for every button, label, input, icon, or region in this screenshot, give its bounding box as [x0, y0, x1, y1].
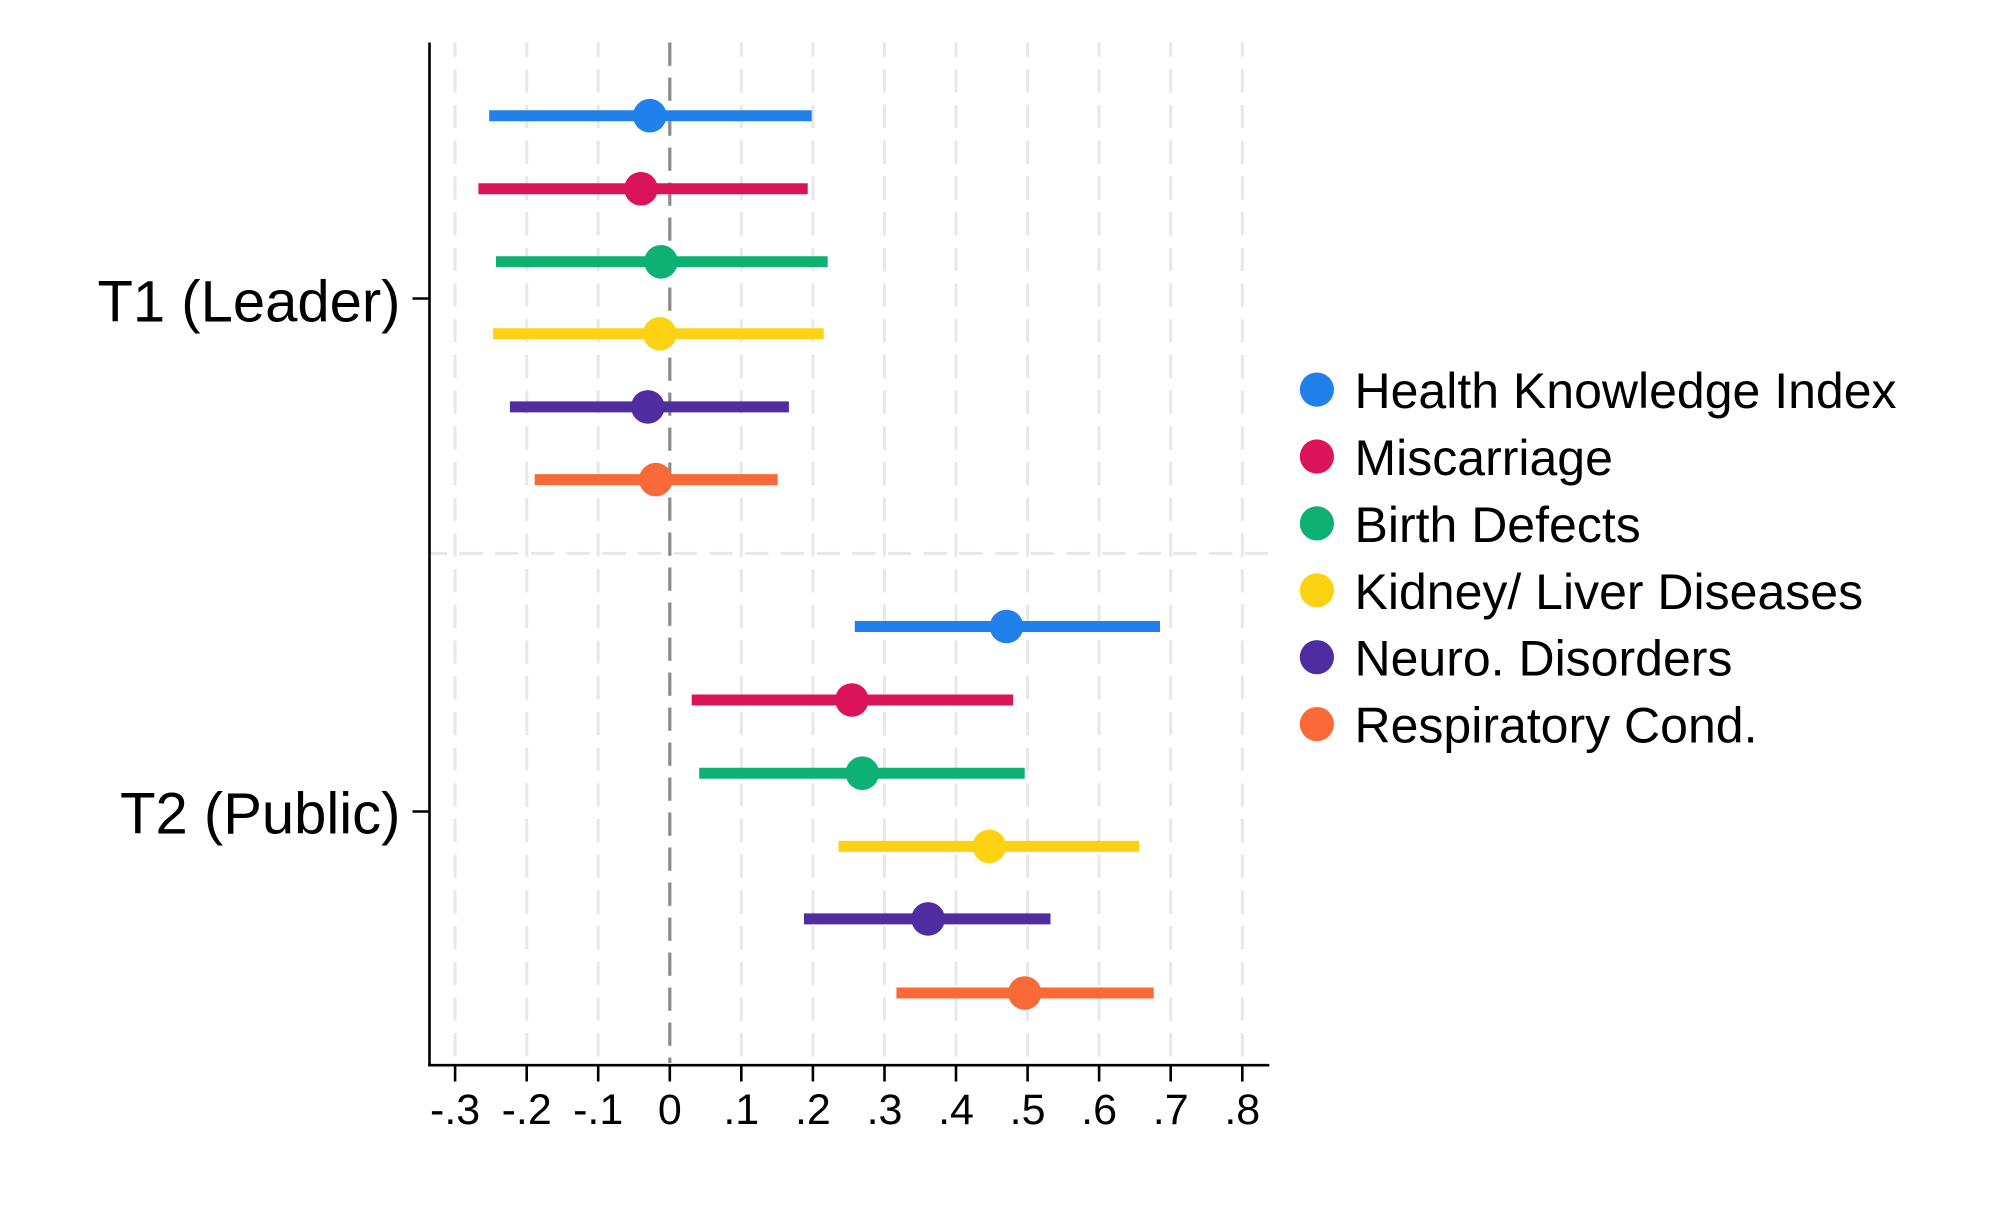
svg-text:-.1: -.1	[573, 1086, 623, 1134]
svg-text:.6: .6	[1081, 1086, 1117, 1134]
svg-text:Respiratory Cond.: Respiratory Cond.	[1355, 698, 1758, 754]
svg-text:.1: .1	[723, 1086, 759, 1134]
svg-text:.2: .2	[795, 1086, 831, 1134]
svg-text:-.3: -.3	[430, 1086, 480, 1134]
svg-text:.3: .3	[867, 1086, 903, 1134]
svg-text:Kidney/ Liver Diseases: Kidney/ Liver Diseases	[1355, 564, 1864, 620]
svg-text:T2 (Public): T2 (Public)	[120, 781, 400, 846]
svg-text:Neuro. Disorders: Neuro. Disorders	[1355, 631, 1733, 687]
svg-text:.4: .4	[938, 1086, 974, 1134]
svg-text:.7: .7	[1153, 1086, 1189, 1134]
svg-text:Miscarriage: Miscarriage	[1355, 430, 1613, 486]
svg-text:-.2: -.2	[502, 1086, 552, 1134]
svg-text:.8: .8	[1224, 1086, 1260, 1134]
svg-text:Birth Defects: Birth Defects	[1355, 497, 1641, 553]
svg-text:T1 (Leader): T1 (Leader)	[97, 269, 400, 334]
svg-text:0: 0	[658, 1086, 682, 1134]
svg-text:Health Knowledge Index: Health Knowledge Index	[1355, 363, 1897, 419]
svg-text:.5: .5	[1010, 1086, 1046, 1134]
